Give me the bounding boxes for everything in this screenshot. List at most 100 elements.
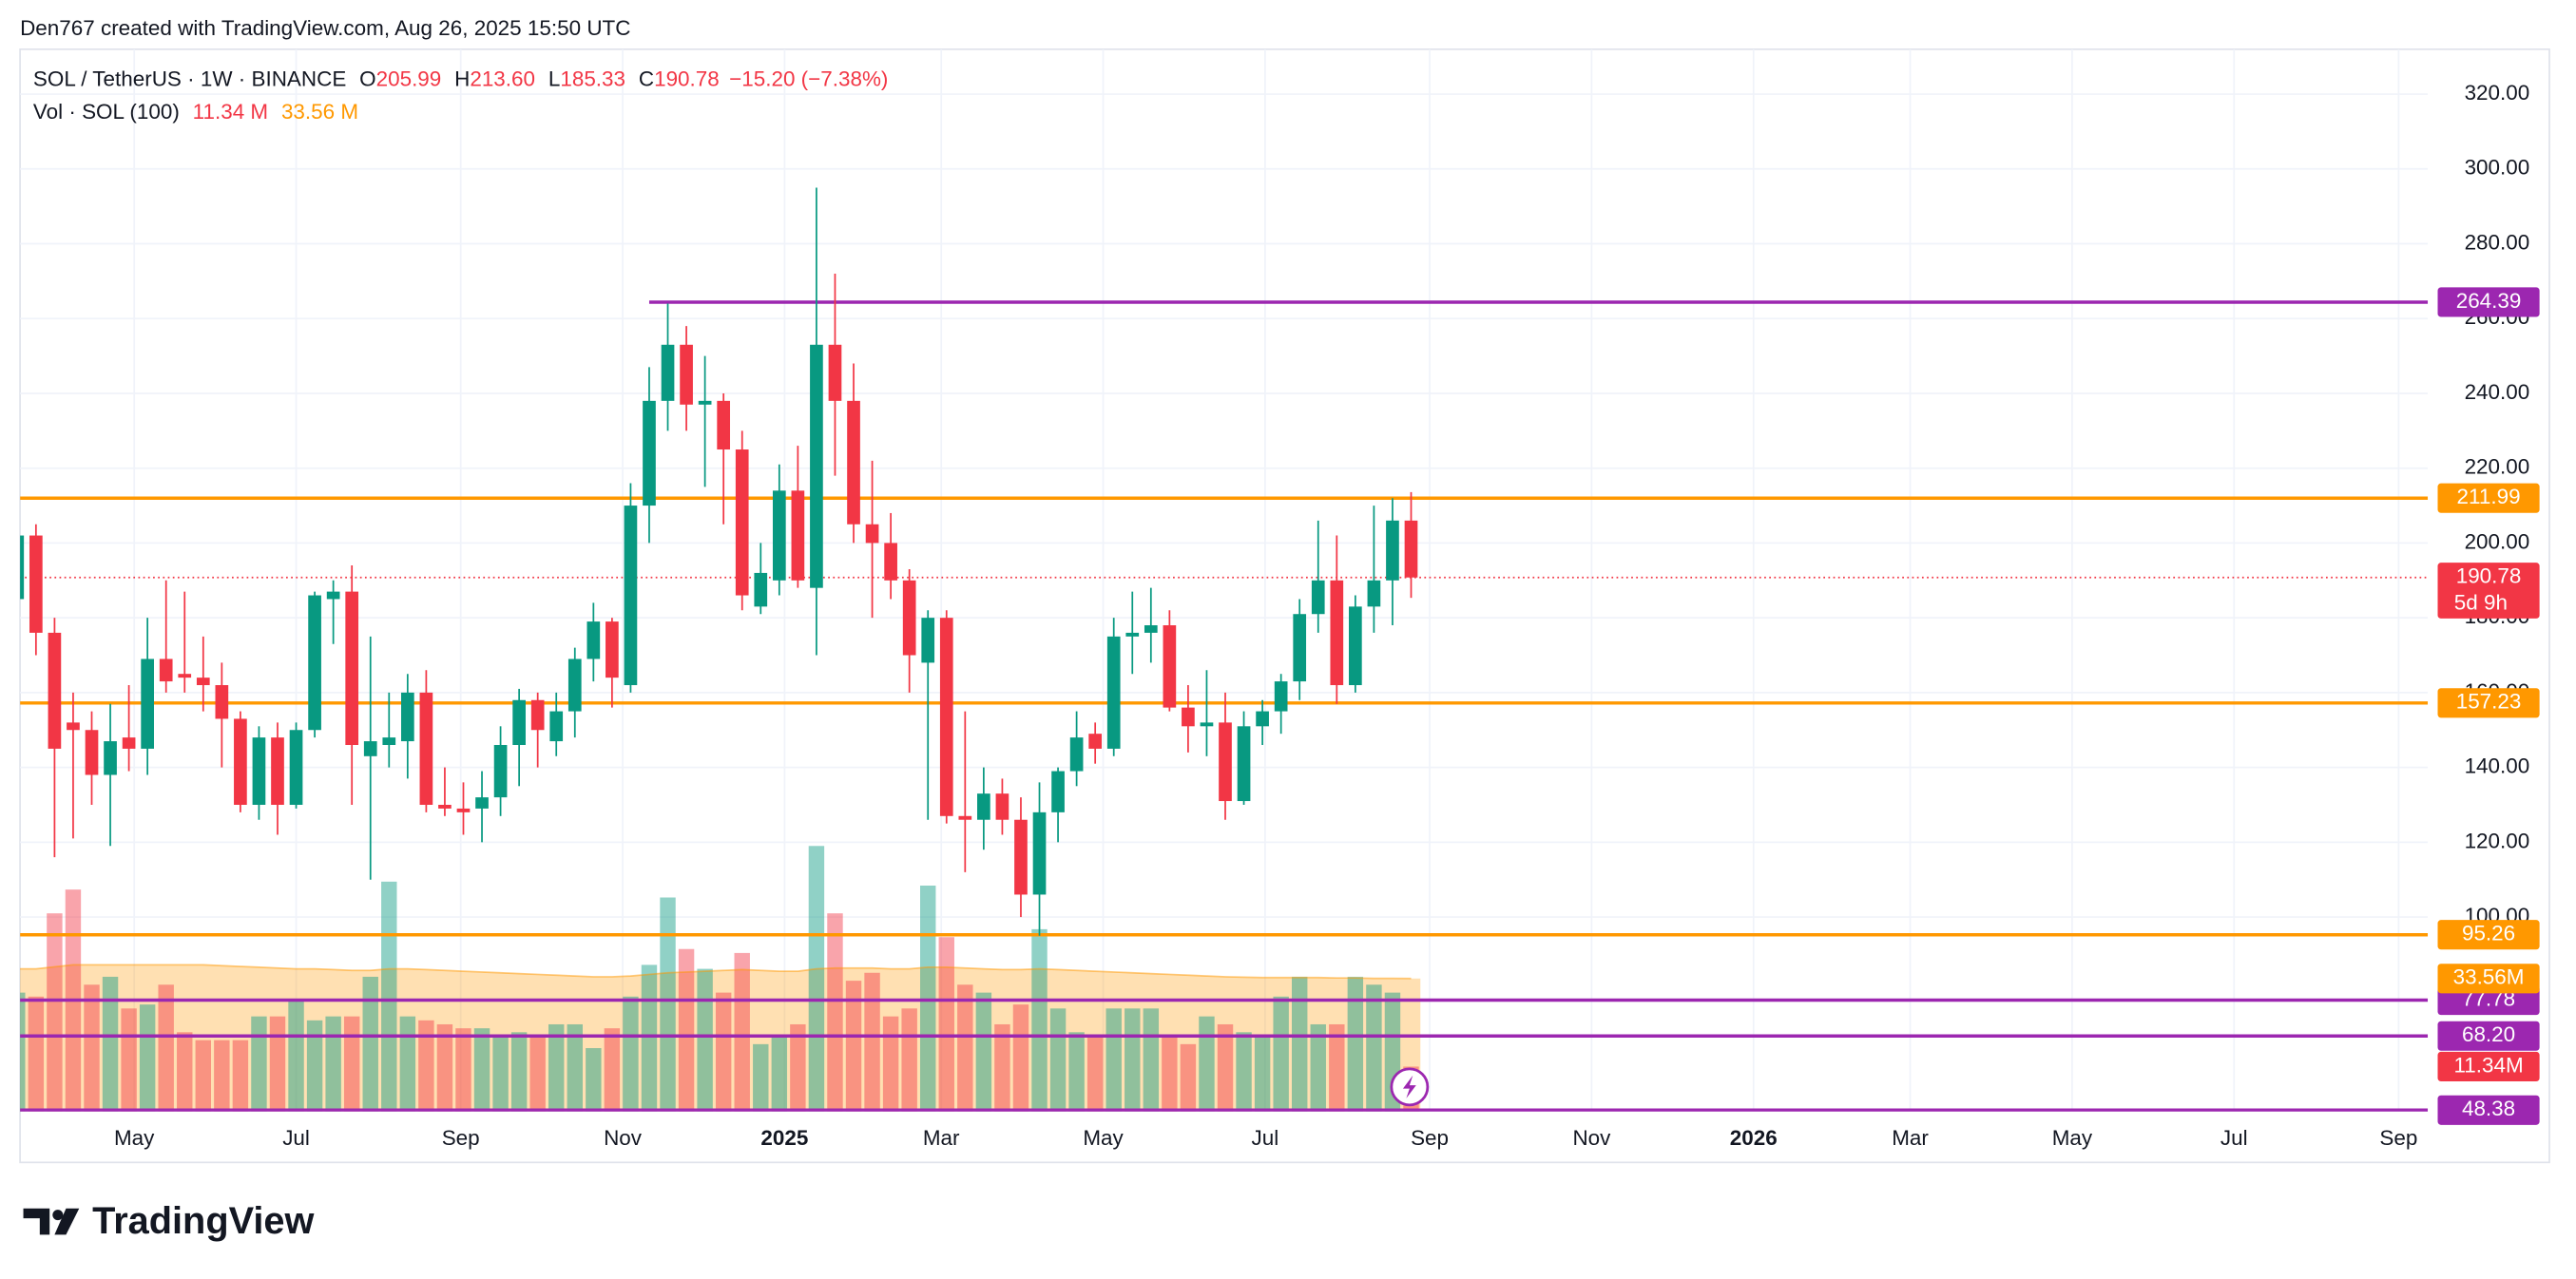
- volume-bar: [1347, 976, 1364, 1112]
- volume-pane: [20, 846, 1421, 1112]
- x-tick-label: May: [114, 1126, 155, 1150]
- candle-body: [178, 674, 192, 678]
- volume-bar: [529, 1036, 546, 1112]
- x-axis: May Jul Sep Nov 2025 Mar May Jul Sep Nov 2026 Mar Ma…: [114, 1126, 2417, 1150]
- x-tick-label: Jul: [1252, 1126, 1279, 1150]
- last-price-label-text: 190.78: [2456, 564, 2522, 588]
- x-tick-label: Mar: [923, 1126, 960, 1150]
- candle-body: [438, 804, 452, 809]
- volume-bar: [139, 1004, 156, 1112]
- volume-bar: [381, 881, 397, 1112]
- brand-logo: [23, 1208, 80, 1235]
- volume-bar: [251, 1016, 267, 1112]
- volume-bar: [1143, 1008, 1160, 1112]
- x-tick-label: Jul: [282, 1126, 310, 1150]
- axis-labels: 264.39211.99157.2395.2677.7868.2048.3819…: [2437, 287, 2540, 1125]
- replay-icon[interactable]: [1390, 1067, 1430, 1107]
- volume-bar: [1366, 984, 1382, 1112]
- candle-body: [1349, 606, 1362, 686]
- last-price-label-box: [2437, 563, 2540, 619]
- volume-bar: [734, 952, 750, 1112]
- level-label-box: [2437, 920, 2540, 950]
- volume-bar: [957, 984, 973, 1112]
- level-label-text: 95.26: [2462, 922, 2515, 945]
- candle-body: [680, 344, 693, 405]
- level-label-box: [2437, 1095, 2540, 1125]
- candle-body: [1404, 520, 1418, 578]
- candle-body: [289, 730, 303, 805]
- volume-bar: [1162, 1036, 1178, 1112]
- levels: [20, 300, 2429, 1112]
- volume-bar: [864, 972, 880, 1112]
- legend-symbol: SOL / TetherUS · 1W · BINANCE: [33, 67, 346, 91]
- legend-value: 190.78: [654, 67, 720, 91]
- candle-body: [958, 815, 972, 820]
- legend-value: 213.60: [470, 67, 535, 91]
- volume-bar: [195, 1040, 212, 1112]
- candle-body: [530, 699, 545, 731]
- candle-body: [772, 490, 786, 581]
- volume-bar: [306, 1020, 323, 1112]
- volume-bar: [715, 992, 732, 1112]
- x-tick-label: Sep: [2379, 1126, 2417, 1150]
- legend-volume-ma: 33.56 M: [281, 100, 358, 124]
- volume-bar: [1180, 1043, 1197, 1112]
- candle-body: [1163, 625, 1177, 708]
- volume-bar: [343, 1016, 360, 1112]
- candle-body: [828, 344, 842, 401]
- candle-body: [67, 722, 80, 731]
- volume-bar: [269, 1016, 286, 1112]
- x-tick-label: Sep: [442, 1126, 480, 1150]
- candle-body: [810, 344, 823, 588]
- volume-bar: [1329, 1023, 1345, 1112]
- x-tick-label: 2026: [1730, 1126, 1778, 1150]
- candle-body: [1144, 625, 1158, 633]
- candle-body: [995, 793, 1009, 820]
- legend-main: SOL / TetherUS · 1W · BINANCE O205.99 H213…: [33, 67, 889, 91]
- volume-bar: [1125, 1008, 1141, 1112]
- candle-body: [1330, 580, 1344, 686]
- candle-body: [1051, 771, 1065, 812]
- candle-body: [902, 580, 916, 656]
- volume-label-box: [2437, 1051, 2540, 1082]
- level-label-box: [2437, 1021, 2540, 1051]
- candle-body: [1125, 632, 1140, 637]
- volume-ma-line: [20, 964, 1412, 980]
- candle-body: [567, 659, 582, 712]
- legend-key: C: [639, 67, 654, 91]
- candle-body: [1367, 580, 1381, 607]
- volume-bar: [325, 1016, 341, 1112]
- level-label-box: [2437, 688, 2540, 718]
- volume-bar: [1236, 1032, 1252, 1112]
- candle-body: [624, 506, 638, 686]
- candle-body: [104, 741, 117, 775]
- candle-body: [419, 692, 433, 805]
- x-tick-label: May: [2052, 1126, 2093, 1150]
- volume-bar: [1068, 1032, 1085, 1112]
- volume-bar: [975, 992, 992, 1112]
- volume-bar: [1199, 1016, 1215, 1112]
- candle-body: [215, 685, 229, 719]
- legend-value: 205.99: [376, 67, 442, 91]
- volume-bar: [418, 1020, 434, 1112]
- candle-body: [884, 543, 897, 581]
- volume-bar: [678, 948, 695, 1112]
- level-label-text: 157.23: [2456, 690, 2522, 714]
- candle-body: [512, 699, 526, 745]
- volume-bar: [1012, 1004, 1029, 1112]
- volume-bar: [1273, 996, 1289, 1112]
- volume-bar: [771, 1036, 788, 1112]
- volume-bar: [938, 937, 954, 1112]
- legend-value: 185.33: [560, 67, 625, 91]
- volume-bar: [697, 968, 713, 1112]
- x-tick-label: May: [1083, 1126, 1124, 1150]
- candle-body: [549, 711, 564, 742]
- candle-body: [400, 692, 414, 742]
- candle-body: [1069, 737, 1084, 772]
- volume-bar: [623, 996, 639, 1112]
- candle-body: [456, 808, 471, 812]
- candle-body: [493, 744, 508, 798]
- volume-bar: [845, 981, 862, 1112]
- volume-bar: [399, 1016, 416, 1112]
